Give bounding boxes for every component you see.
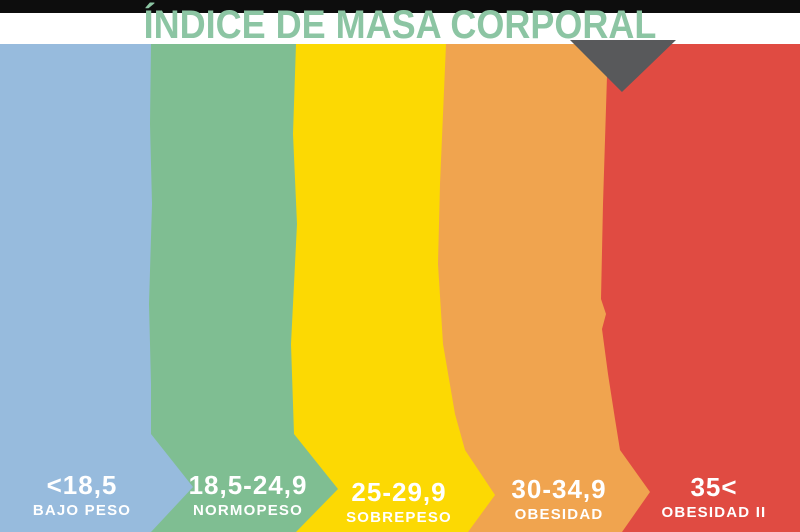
category-name: OBESIDAD II: [661, 504, 767, 521]
category-name: NORMOPESO: [193, 502, 303, 519]
page-title: ÍNDICE DE MASA CORPORAL: [143, 3, 657, 47]
bmi-scale: [0, 44, 800, 532]
category-name: SOBREPESO: [346, 509, 452, 526]
category-name: BAJO PESO: [32, 502, 132, 519]
range-value: 35<: [690, 472, 738, 502]
range-value: 30-34,9: [511, 474, 607, 504]
range-value: 25-29,9: [351, 477, 447, 507]
top-black-strip: [0, 0, 800, 13]
label-obesidad: 30-34,9 OBESIDAD: [449, 475, 669, 524]
range-value: 18,5-24,9: [188, 470, 308, 500]
label-sobrepeso: 25-29,9 SOBREPESO: [289, 478, 509, 527]
category-name: OBESIDAD: [514, 506, 604, 523]
label-obesidad-2: 35< OBESIDAD II: [604, 473, 800, 522]
label-normopeso: 18,5-24,9 NORMOPESO: [138, 471, 358, 520]
label-bajo-peso: <18,5 BAJO PESO: [0, 471, 192, 520]
range-value: <18,5: [46, 470, 118, 500]
